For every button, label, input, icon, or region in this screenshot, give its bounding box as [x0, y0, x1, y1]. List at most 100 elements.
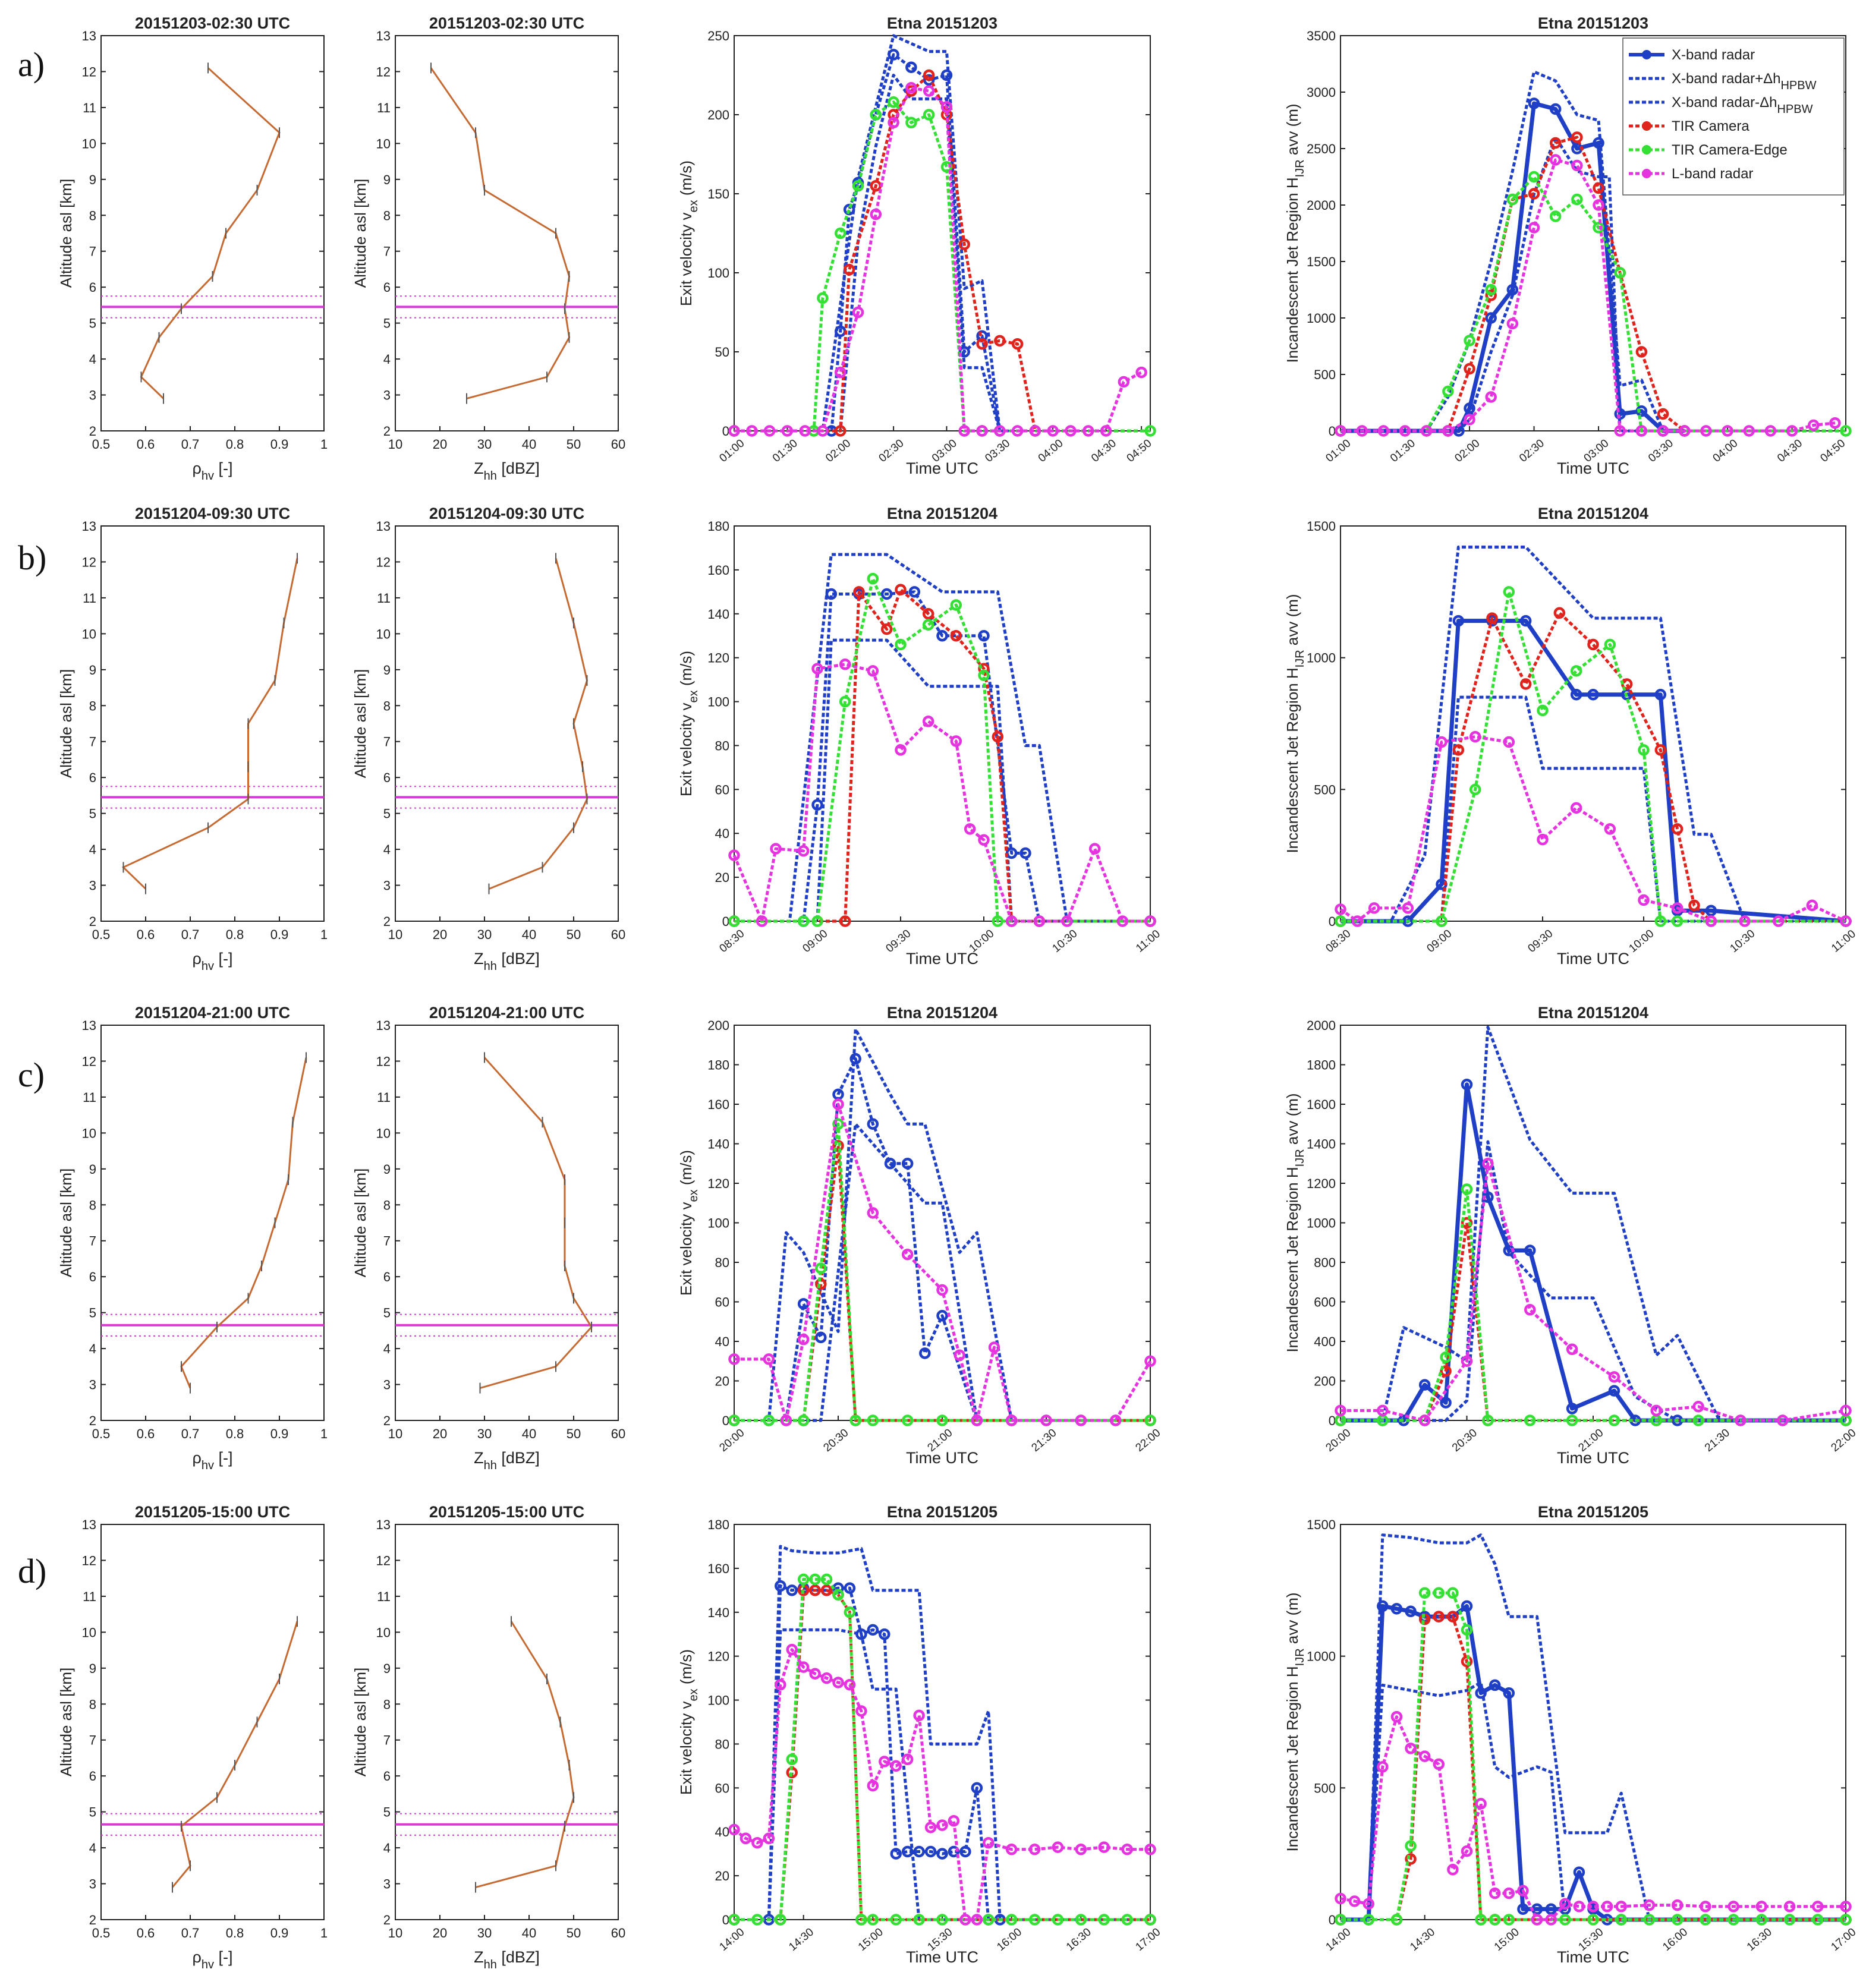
- x-tick-label: 15:00: [1492, 1926, 1522, 1954]
- series-line: [734, 590, 1150, 923]
- x-axis-label: Time UTC: [1557, 1948, 1629, 1966]
- data-point: [1489, 1887, 1501, 1899]
- data-point: [1503, 1887, 1515, 1899]
- y-tick-label: 10: [82, 626, 96, 641]
- y-tick-label: 140: [707, 1137, 729, 1152]
- x-tick-label: 0.8: [226, 437, 244, 452]
- series-line: [1341, 175, 1846, 433]
- data-point: [797, 1661, 810, 1673]
- series-line: [734, 1102, 1152, 1422]
- y-tick-label: 9: [89, 663, 96, 678]
- y-tick-label: 0: [722, 424, 729, 439]
- data-point: [728, 1353, 740, 1365]
- data-point: [763, 1832, 775, 1845]
- data-point: [890, 1760, 902, 1772]
- chart-b-zhh: 20151204-09:30 UTC 2 3 4 5 6 7 8 9 10 11 12 13 10 20 30…: [351, 505, 625, 973]
- legend-label: X-band radar: [1672, 47, 1755, 63]
- data-point: [922, 619, 934, 631]
- y-tick-label: 140: [707, 1605, 729, 1620]
- data-point: [1436, 915, 1448, 927]
- x-tick-label: 0.6: [137, 1426, 155, 1441]
- x-axis-label: Zhh [dBZ]: [474, 1948, 540, 1971]
- data-point: [919, 1347, 931, 1359]
- y-tick-label: 1600: [1307, 1097, 1336, 1112]
- x-tick-label: 40: [522, 437, 536, 452]
- data-point: [832, 1589, 844, 1601]
- x-tick-label: 21:30: [1703, 1426, 1732, 1454]
- y-tick-label: 12: [376, 555, 391, 569]
- data-point: [1643, 1914, 1656, 1926]
- data-point: [1727, 1901, 1739, 1913]
- data-point: [1620, 688, 1633, 701]
- data-point: [905, 116, 917, 129]
- y-tick-label: 3: [383, 1378, 391, 1392]
- y-tick-label: 5: [89, 806, 96, 821]
- y-tick-label: 8: [89, 1198, 96, 1212]
- data-point: [1464, 402, 1475, 414]
- data-point: [844, 1606, 856, 1618]
- data-point: [1517, 1903, 1529, 1915]
- data-point: [1109, 1414, 1122, 1426]
- data-point: [1464, 335, 1475, 346]
- y-tick-label: 2: [383, 1413, 391, 1428]
- y-tick-label: 4: [89, 352, 96, 367]
- y-tick-label: 2000: [1307, 1018, 1336, 1033]
- y-tick-label: 11: [83, 1589, 96, 1604]
- data-point: [1485, 289, 1497, 301]
- data-point: [913, 1709, 925, 1722]
- data-point: [1593, 137, 1604, 149]
- data-point: [983, 1836, 995, 1849]
- legend-marker: [1642, 121, 1651, 131]
- data-point: [988, 1341, 1000, 1353]
- y-tick-label: 100: [707, 1693, 729, 1708]
- series-l-band-radar: [728, 1643, 1156, 1926]
- data-point: [1469, 730, 1481, 743]
- data-point: [895, 744, 907, 756]
- data-point: [978, 834, 990, 846]
- x-tick-label: 02:30: [877, 437, 907, 465]
- data-point: [867, 1207, 879, 1219]
- data-point: [1418, 1414, 1431, 1426]
- data-point: [1377, 1761, 1389, 1773]
- data-point: [1615, 1914, 1627, 1926]
- y-tick-label: 2: [89, 1913, 96, 1927]
- y-tick-label: 11: [83, 1090, 96, 1105]
- y-tick-label: 1400: [1307, 1137, 1336, 1152]
- data-point: [1587, 688, 1599, 701]
- y-tick-label: 20: [715, 1869, 729, 1883]
- data-point: [1469, 783, 1481, 796]
- chart-a-vel: Etna 20151203 0 50 100 150 200 250 01:00 01:30 02…: [677, 14, 1156, 477]
- data-point: [1528, 171, 1540, 183]
- data-point: [1377, 1600, 1389, 1612]
- data-point: [1442, 385, 1454, 398]
- data-point: [978, 629, 990, 642]
- data-point: [1517, 1885, 1529, 1896]
- data-point: [1475, 1914, 1487, 1926]
- chart-title: Etna 20151205: [1538, 1503, 1648, 1521]
- y-tick-label: 13: [376, 1018, 391, 1033]
- x-tick-label: 0.5: [92, 927, 111, 942]
- data-point: [1362, 1914, 1374, 1926]
- y-tick-label: 7: [89, 244, 96, 259]
- data-point: [1608, 1371, 1620, 1383]
- data-point: [820, 1672, 833, 1684]
- x-axis-label: ρhv [-]: [193, 1449, 233, 1472]
- x-tick-label: 17:00: [1134, 1926, 1163, 1954]
- data-point: [1390, 1603, 1403, 1615]
- x-tick-label: 02:30: [1517, 437, 1547, 465]
- x-tick-label: 09:00: [1425, 927, 1455, 955]
- data-point: [1671, 1899, 1684, 1911]
- data-point: [1335, 903, 1346, 915]
- data-point: [1692, 1414, 1704, 1426]
- data-point: [1461, 1600, 1473, 1612]
- y-axis-label: Altitude asl [km]: [351, 1168, 369, 1278]
- x-tick-label: 16:00: [1660, 1926, 1690, 1954]
- y-tick-label: 600: [1314, 1295, 1336, 1310]
- chart-a-hjr: Etna 20151203 0 500 1000 1500 2000 2500 3000 350…: [1283, 14, 1852, 477]
- data-point: [1144, 1414, 1156, 1426]
- data-point: [1638, 894, 1650, 906]
- data-point: [1654, 915, 1667, 927]
- series-line: [734, 34, 1009, 433]
- y-tick-label: 2: [89, 914, 96, 929]
- data-point: [809, 1573, 821, 1586]
